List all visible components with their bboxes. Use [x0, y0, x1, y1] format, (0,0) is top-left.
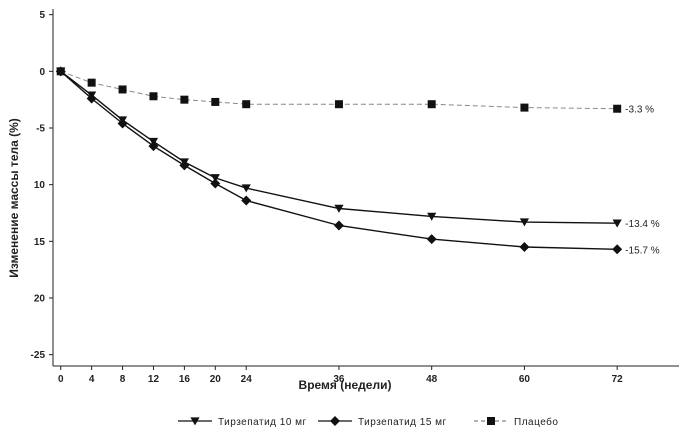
legend-marker [487, 417, 495, 425]
x-tick-label: 0 [58, 374, 64, 385]
x-axis-title: Время (недели) [299, 378, 392, 392]
x-tick-label: 8 [120, 374, 126, 385]
legend-marker [330, 416, 340, 426]
legend-entry-0: Тирзепатид 10 мг [178, 417, 307, 428]
y-tick-label: 5 [39, 10, 45, 21]
series-2: -3.3 % [57, 67, 654, 115]
legend: Тирзепатид 10 мг Тирзепатид 15 мг Плацебо [178, 416, 558, 428]
data-point [335, 100, 343, 108]
data-point [613, 105, 621, 113]
data-point [242, 100, 250, 108]
data-point [148, 141, 158, 151]
data-point [520, 104, 528, 112]
weight-change-chart: 50-5101520-250 4 8 12 16 20 24 36 48 60 72 -13.4 %… [0, 0, 700, 433]
x-tick-label: 12 [148, 374, 160, 385]
x-tick-label: 48 [426, 374, 438, 385]
y-tick-label: 0 [39, 67, 45, 78]
y-tick-label: -5 [36, 124, 45, 135]
legend-label: Плацебо [514, 416, 558, 428]
series-0: -13.4 % [56, 68, 660, 231]
x-tick-label: 24 [241, 374, 253, 385]
end-value-label: -13.4 % [625, 219, 660, 230]
data-point [179, 160, 189, 170]
data-point [88, 79, 96, 87]
x-tick-label: 4 [89, 374, 95, 385]
data-point [427, 234, 437, 244]
x-tick-label: 60 [519, 374, 531, 385]
x-tick-label: 20 [210, 374, 222, 385]
data-point [119, 85, 127, 93]
y-tick-label: -25 [31, 350, 46, 361]
data-point [612, 244, 622, 254]
y-axis-title: Изменение массы тела (%) [7, 118, 21, 278]
y-tick-label: 20 [34, 294, 46, 305]
data-point [180, 96, 188, 104]
legend-label: Тирзепатид 10 мг [218, 417, 307, 428]
series-layer: -13.4 % -15.7 % -3.3 % [56, 66, 660, 256]
series-line [61, 71, 618, 223]
end-value-label: -15.7 % [625, 245, 660, 256]
legend-entry-1: Тирзепатид 15 мг [318, 416, 447, 428]
data-point [428, 100, 436, 108]
x-tick-label: 72 [612, 374, 624, 385]
x-tick-label: 16 [179, 374, 191, 385]
end-value-label: -3.3 % [625, 105, 654, 116]
y-tick-label: 15 [34, 237, 46, 248]
data-point [149, 92, 157, 100]
y-tick-label: 10 [34, 180, 46, 191]
legend-entry-2: Плацебо [474, 416, 558, 428]
data-point [519, 242, 529, 252]
legend-label: Тирзепатид 15 мг [358, 417, 447, 428]
data-point [211, 98, 219, 106]
data-point [210, 179, 220, 189]
data-point [57, 67, 65, 75]
data-point [241, 196, 251, 206]
data-point [334, 220, 344, 230]
